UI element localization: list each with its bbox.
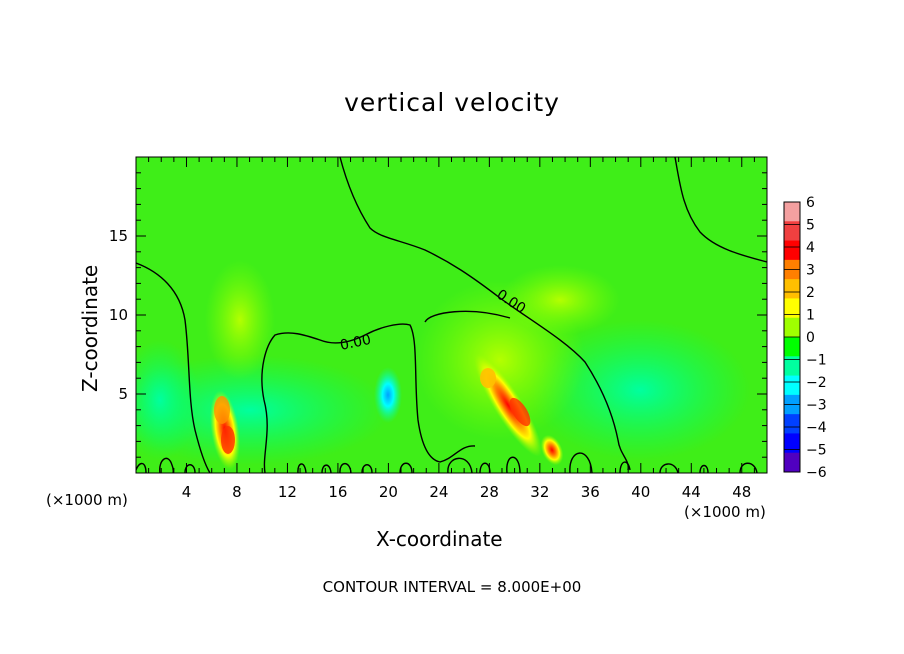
colorbar-swatch — [784, 202, 800, 222]
colorbar: 6 5 4 3 2 1 0 −1 −2 −3 −4 −5 −6 — [783, 195, 827, 481]
updraft-core-left — [210, 390, 240, 470]
contour-line — [424, 310, 511, 323]
colorbar-swatch — [784, 240, 800, 261]
colorbar-tick-label: −4 — [806, 420, 827, 436]
x-tick-label: 36 — [581, 483, 600, 501]
x-tick-label: 48 — [732, 483, 751, 501]
colorbar-swatch — [784, 337, 800, 357]
colorbar-tick-label: −5 — [806, 443, 827, 459]
contour-line — [261, 323, 476, 473]
colorbar-swatch — [784, 221, 800, 242]
x-tick-label: 40 — [631, 483, 650, 501]
x-axis-label: X-coordinate — [376, 527, 503, 551]
colorbar-tick-label: 5 — [806, 218, 815, 234]
colorbar-tick-label: 6 — [806, 195, 815, 211]
weak-downdraft-band — [136, 355, 390, 465]
contour-line — [339, 157, 629, 471]
colorbar-tick-label: −2 — [806, 375, 827, 391]
x-unit-label-left: (×1000 m) — [46, 491, 128, 509]
contour-line — [674, 157, 767, 263]
x-tick-label: 44 — [682, 483, 701, 501]
colorbar-tick-label: −3 — [806, 398, 827, 414]
y-tick-label: 15 — [109, 227, 128, 245]
colorbar-tick-label: 1 — [806, 308, 815, 324]
contour-line — [136, 262, 211, 473]
x-tick-label: 4 — [182, 483, 192, 501]
x-unit-label-right: (×1000 m) — [684, 503, 766, 521]
colorbar-swatch — [784, 356, 800, 377]
weak-downdraft-band — [136, 340, 200, 460]
x-tick-label: 20 — [379, 483, 398, 501]
colorbar-swatch — [784, 375, 800, 396]
colorbar-tick-label: 3 — [806, 263, 815, 279]
x-tick-label: 32 — [530, 483, 549, 501]
colorbar-tick-label: −1 — [806, 353, 827, 369]
updraft-halo — [205, 260, 275, 380]
weak-downdraft-band — [530, 320, 750, 460]
colorbar-swatch — [784, 298, 800, 319]
colorbar-tick-label: 0 — [806, 330, 815, 346]
x-tick-label: 24 — [429, 483, 448, 501]
y-tick-label: 5 — [118, 385, 128, 403]
contour-label: 0.00 — [339, 332, 373, 354]
contour-interval-note: CONTOUR INTERVAL = 8.000E+00 — [322, 578, 582, 596]
x-tick-label: 28 — [480, 483, 499, 501]
colorbar-swatch — [784, 414, 800, 434]
colorbar-tick-label: 4 — [806, 240, 815, 256]
colorbar-swatch — [784, 433, 800, 454]
y-axis-label: Z-coordinate — [78, 264, 102, 392]
x-tick-label: 12 — [278, 483, 297, 501]
y-tick-label: 10 — [109, 306, 128, 324]
updraft-halo — [500, 265, 620, 335]
downdraft-core — [374, 367, 402, 423]
x-tick-label: 16 — [328, 483, 347, 501]
zero-contours — [136, 157, 767, 473]
x-tick-label: 8 — [232, 483, 242, 501]
colorbar-swatch — [784, 279, 800, 299]
colorbar-tick-label: −6 — [806, 465, 827, 481]
colorbar-swatch — [784, 317, 800, 338]
colorbar-tick-label: 2 — [806, 285, 815, 301]
updraft-core-right — [474, 353, 564, 466]
chart-title: vertical velocity — [344, 88, 560, 117]
colorbar-swatch — [784, 452, 800, 473]
y-axis: 5 10 15 — [109, 156, 767, 474]
x-axis: 4 8 12 16 20 24 28 32 36 40 44 48 — [135, 157, 768, 501]
